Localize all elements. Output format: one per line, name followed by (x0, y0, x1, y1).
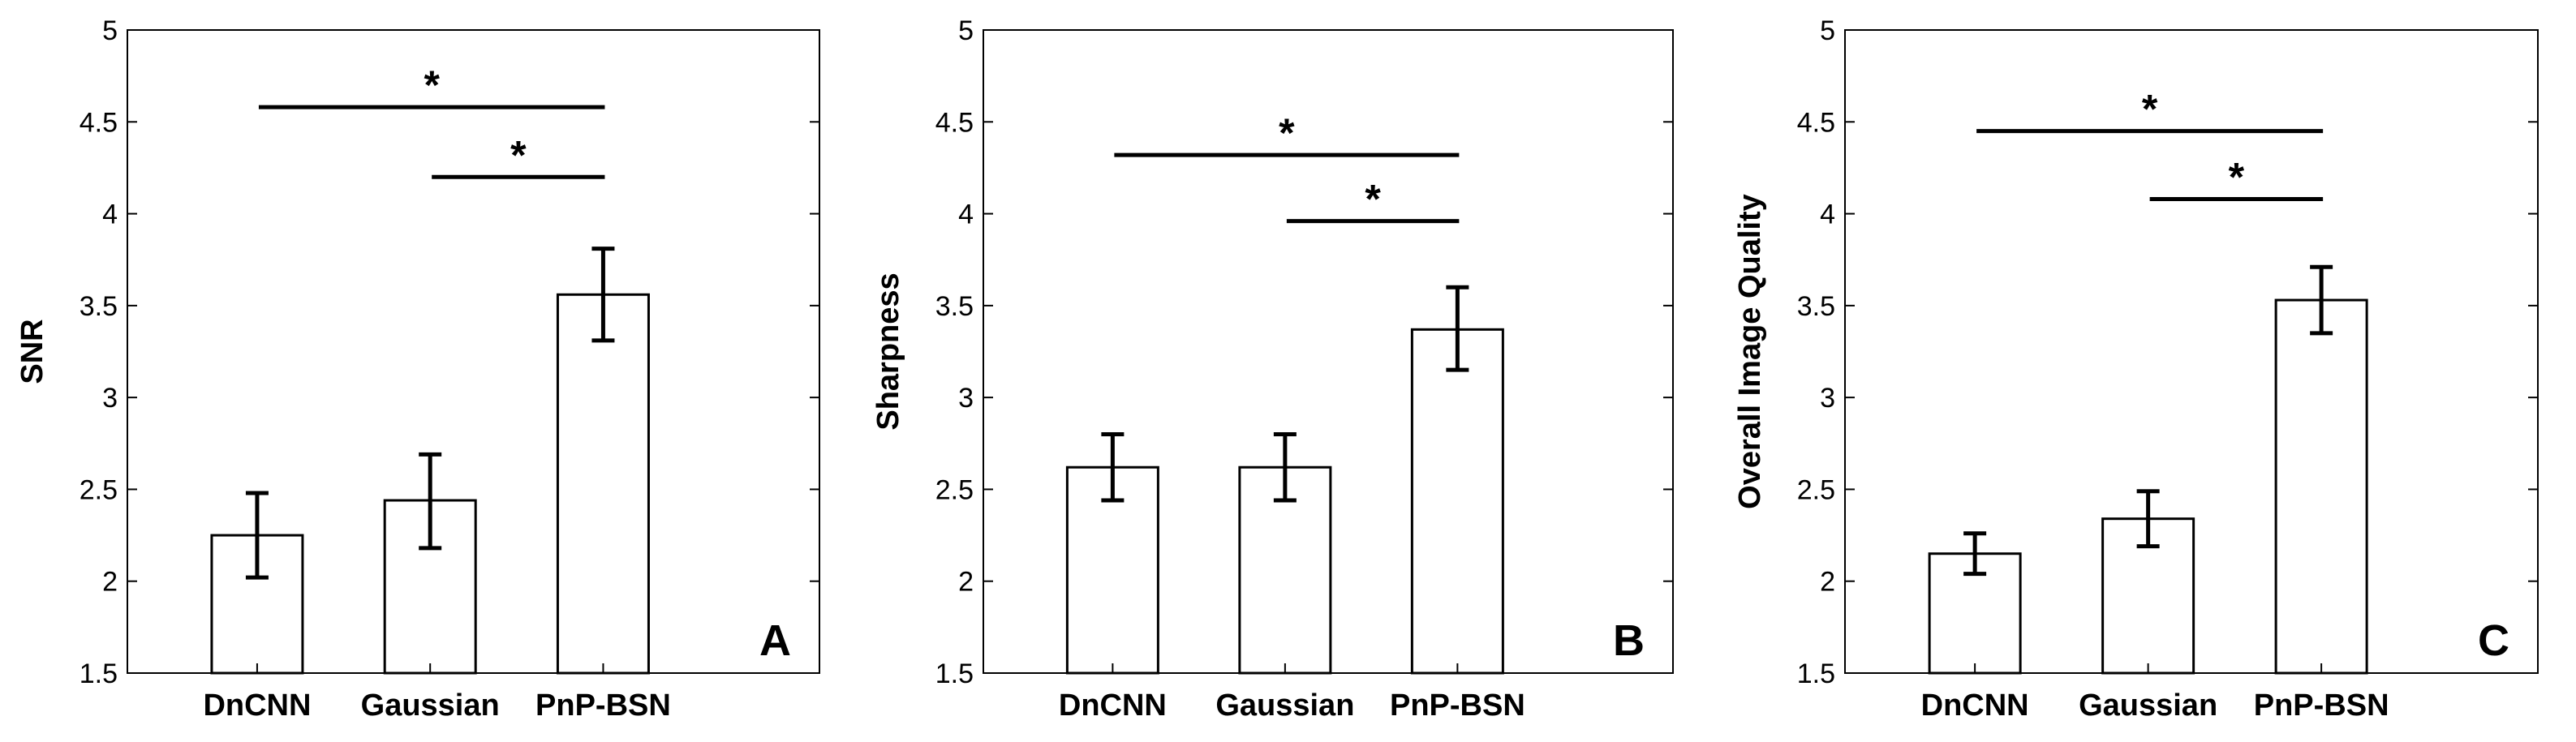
category-label: DnCNN (1921, 688, 2029, 723)
category-label: PnP-BSN (2254, 688, 2389, 723)
chart-panel-b: 1.5 2 2.5 3 3.5 4 4.5 5 Sharpness DnCNN Gaussian Pn… (871, 15, 1674, 723)
y-tick-label: 2 (1820, 567, 1835, 598)
category-label: Gaussian (2079, 688, 2217, 723)
category-label: PnP-BSN (1390, 688, 1525, 723)
y-tick-label: 5 (958, 15, 974, 46)
y-tick-label: 3 (102, 383, 118, 414)
y-tick-label: 1.5 (935, 658, 974, 689)
category-label: DnCNN (203, 688, 311, 723)
y-tick-label: 4.5 (1797, 107, 1835, 138)
y-tick-label: 2.5 (1797, 474, 1835, 505)
significance-star: * (1279, 110, 1295, 156)
panels: 1.5 2 2.5 3 3.5 4 4.5 5 SNR DnCNN Gaussian PnP-BSN *… (15, 15, 2539, 723)
category-label: Gaussian (1215, 688, 1354, 723)
y-tick-label: 2 (102, 567, 118, 598)
significance-star: * (2142, 87, 2158, 132)
significance-star: * (510, 132, 527, 178)
y-tick-label: 4 (102, 199, 118, 230)
y-axis-label: Sharpness (871, 272, 905, 430)
y-axis-label: Overall Image Quality (1733, 194, 1767, 509)
panel-letter: C (2478, 616, 2509, 665)
y-tick-label: 4.5 (80, 107, 118, 138)
y-tick-label: 4 (1820, 199, 1835, 230)
chart-panel-a: 1.5 2 2.5 3 3.5 4 4.5 5 SNR DnCNN Gaussian PnP-BSN *… (15, 15, 820, 723)
y-tick-label: 3.5 (1797, 291, 1835, 322)
y-tick-label: 2.5 (80, 474, 118, 505)
y-tick-label: 4 (958, 199, 974, 230)
y-tick-label: 3.5 (80, 291, 118, 322)
significance-star: * (1365, 177, 1381, 222)
y-tick-label: 4.5 (935, 107, 974, 138)
category-label: Gaussian (361, 688, 500, 723)
y-tick-label: 3 (958, 383, 974, 414)
category-label: DnCNN (1059, 688, 1167, 723)
chart-panel-c: 1.5 2 2.5 3 3.5 4 4.5 5 Overall Image Quality DnC… (1733, 15, 2539, 723)
y-tick-label: 2 (958, 567, 974, 598)
y-axis-label: SNR (15, 319, 49, 384)
y-tick-label: 2.5 (935, 474, 974, 505)
y-tick-label: 1.5 (80, 658, 118, 689)
bar (1410, 328, 1504, 675)
y-tick-label: 5 (1820, 15, 1835, 46)
y-tick-label: 3 (1820, 383, 1835, 414)
bar (2274, 298, 2368, 675)
significance-star: * (2229, 154, 2245, 199)
y-tick-label: 3.5 (935, 291, 974, 322)
panel-letter: A (759, 616, 791, 665)
bar (556, 293, 650, 675)
significance-star: * (424, 62, 440, 108)
y-tick-label: 1.5 (1797, 658, 1835, 689)
panel-letter: B (1613, 616, 1645, 665)
y-tick-label: 5 (102, 15, 118, 46)
category-label: PnP-BSN (535, 688, 671, 723)
